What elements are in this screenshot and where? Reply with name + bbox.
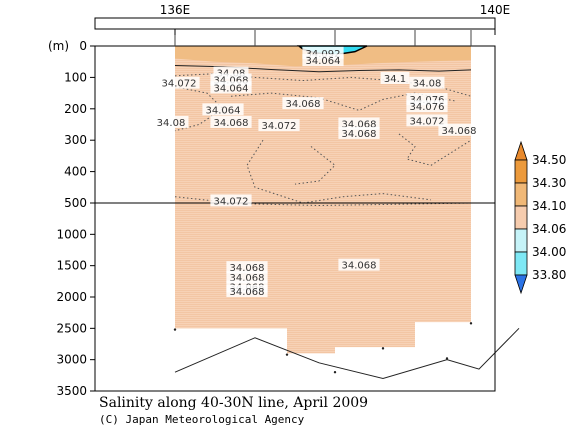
- colorbar-low-arrow: [514, 274, 528, 295]
- contour-dotted-4: [294, 146, 336, 185]
- contour-label-bg-4: [202, 103, 244, 116]
- contour-label-20: 34.068: [230, 263, 265, 274]
- colorbar-segment-4: [514, 251, 528, 276]
- contour-label-bg-3: [158, 76, 200, 89]
- y-tick-label-11: 3500: [56, 384, 87, 398]
- contour-label-2: 34.064: [214, 83, 249, 94]
- station-point-0: [173, 328, 177, 331]
- longitude-strip: [94, 17, 496, 30]
- contour-label-bg-19: [210, 194, 252, 207]
- contour-label-bg-23: [226, 284, 268, 297]
- station-point-3: [381, 347, 385, 350]
- contour-label-bg-2: [210, 81, 252, 94]
- contour-label-bg-7: [258, 119, 300, 132]
- contour-label-bg-21: [226, 271, 268, 284]
- bottom-topography-layer: [173, 322, 520, 379]
- colorbar-label-5: 34.50: [532, 153, 566, 167]
- contour-label-5: 34.068: [214, 118, 249, 129]
- y-tick-label-7: 1500: [56, 259, 87, 273]
- colorbar-label-3: 34.10: [532, 199, 566, 213]
- contour-label-bg-5: [210, 115, 252, 128]
- contour-dotted-3: [246, 139, 432, 204]
- contour-label-10: 34.068: [342, 129, 377, 140]
- colorbar-segment-2: [514, 205, 528, 230]
- contour-label-bg-9: [338, 117, 380, 130]
- contour-label-15: 34.072: [410, 116, 445, 127]
- contour-dotted-0: [174, 73, 472, 97]
- colorbar-segment-1: [514, 182, 528, 207]
- contour-label-8: 34.068: [286, 99, 321, 110]
- contour-label-4: 34.064: [206, 105, 241, 116]
- plot-frame: [94, 17, 496, 392]
- contour-label-9: 34.068: [342, 120, 377, 131]
- contour-label-bg-6: [153, 115, 189, 128]
- y-tick-label-1: 100: [64, 70, 87, 84]
- contour-label-1: 34.068: [214, 76, 249, 87]
- contour-label-23: 34.068: [230, 287, 265, 298]
- contour-label-bg-24: [338, 258, 380, 271]
- contour-label-bg-12: [409, 76, 445, 89]
- contour-label-24: 34.068: [342, 261, 377, 272]
- contour-label-bg-18: [302, 54, 344, 67]
- contour-label-bg-14: [406, 100, 448, 113]
- contour-label-bg-15: [406, 114, 448, 127]
- colorbar-label-1: 34.00: [532, 245, 566, 259]
- contour-label-layer: 34.0834.06834.06434.07234.06434.06834.08…: [153, 46, 480, 298]
- y-tick-label-9: 2500: [56, 321, 87, 335]
- station-point-5: [469, 322, 473, 325]
- station-point-4: [445, 357, 449, 360]
- contour-label-bg-20: [226, 261, 268, 274]
- colorbar-high-arrow: [514, 140, 528, 161]
- contour-label-3: 34.072: [162, 79, 197, 90]
- contour-label-bg-11: [380, 71, 410, 84]
- colorbar-label-2: 34.06: [532, 222, 566, 236]
- y-tick-label-4: 400: [64, 165, 87, 179]
- y-tick-label-10: 3000: [56, 353, 87, 367]
- lon-tick-label-0: 136E: [160, 3, 191, 17]
- colorbar-segment-0: [514, 159, 528, 184]
- contour-label-7: 34.072: [262, 121, 297, 132]
- colorbar-label-4: 34.30: [532, 176, 566, 190]
- contour-label-12: 34.08: [413, 79, 442, 90]
- y-tick-label-3: 300: [64, 133, 87, 147]
- station-point-1: [285, 353, 289, 356]
- y-tick-label-2: 200: [64, 102, 87, 116]
- contour-label-6: 34.08: [157, 118, 186, 129]
- contour-dotted-6: [174, 196, 472, 207]
- y-tick-label-0: 0: [79, 39, 87, 53]
- contour-label-bg-16: [438, 123, 480, 136]
- contour-label-18: 34.064: [306, 56, 341, 67]
- y-tick-label-5: 500: [64, 196, 87, 210]
- lon-tick-label-1: 140E: [480, 3, 511, 17]
- contour-label-bg-8: [282, 97, 324, 110]
- plot-border: [94, 45, 496, 392]
- contour-label-bg-10: [338, 126, 380, 139]
- y-axis-unit-label: (m): [48, 39, 69, 53]
- axis-layer: 136E 140E (m) 0 100 200 300 400 500 1000 1500 2000 2…: [48, 3, 510, 398]
- copyright-credit: (C) Japan Meteorological Agency: [99, 413, 305, 426]
- contour-label-19: 34.072: [214, 196, 249, 207]
- contour-label-21: 34.068: [230, 273, 265, 284]
- station-point-2: [333, 371, 337, 374]
- y-tick-label-8: 2000: [56, 290, 87, 304]
- colorbar-label-0: 33.80: [532, 268, 566, 282]
- y-tick-label-6: 1000: [56, 227, 87, 241]
- chart-title: Salinity along 40-30N line, April 2009: [99, 395, 369, 411]
- contour-label-14: 34.076: [410, 102, 445, 113]
- bottom-topography-line: [174, 327, 520, 379]
- colorbar-segment-3: [514, 228, 528, 253]
- contour-label-16: 34.068: [442, 126, 477, 137]
- colorbar: 33.80 34.00 34.06 34.10 34.30 34.50: [514, 140, 566, 295]
- contour-label-11: 34.1: [384, 74, 406, 85]
